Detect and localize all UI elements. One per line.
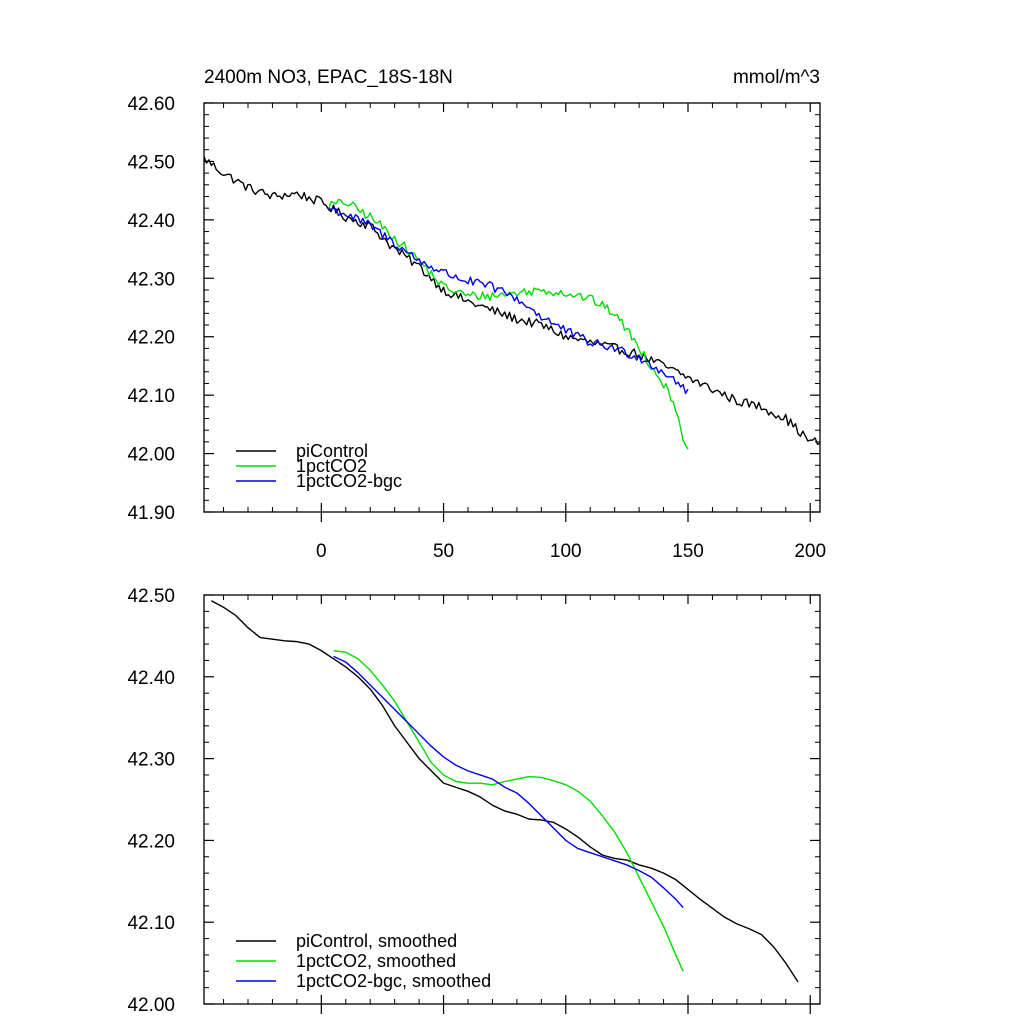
legend-label: piControl	[296, 441, 368, 461]
y-tick-label: 42.50	[127, 152, 175, 173]
x-tick-label: 100	[550, 541, 582, 562]
x-tick-label: 50	[433, 541, 454, 562]
plot-frame	[203, 594, 821, 1005]
x-tick-label: 200	[794, 541, 826, 562]
plot-frame	[203, 102, 821, 513]
legend-label: 1pctCO2-bgc	[296, 471, 402, 491]
legend-label: 1pctCO2, smoothed	[296, 951, 456, 971]
series-line-picontrol-smoothed	[210, 600, 799, 983]
chart-panel-top: 0 50 100 150 200 41.90 42.00 42.10 42.20 42.30 42.…	[127, 67, 826, 562]
y-tick-label: 42.40	[127, 668, 175, 689]
y-tick-label: 42.10	[127, 386, 175, 407]
y-tick-label: 41.90	[127, 503, 175, 524]
series-line-1pctco2-bgc-smoothed	[333, 655, 684, 908]
y-tick-label: 42.20	[127, 328, 175, 349]
y-tick-label: 42.30	[127, 750, 175, 771]
y-tick-label: 42.50	[127, 586, 175, 607]
y-tick-label: 42.60	[127, 94, 175, 115]
chart-title: 2400m NO3, EPAC_18S-18N	[204, 67, 453, 88]
y-tick-label: 42.10	[127, 913, 175, 934]
y-tick-label: 42.40	[127, 211, 175, 232]
units-label: mmol/m^3	[733, 67, 820, 88]
legend-label: piControl, smoothed	[296, 931, 457, 951]
series-line-1pctco2-bgc	[328, 207, 689, 395]
y-tick-label: 42.00	[127, 995, 175, 1016]
legend-label: 1pctCO2	[296, 456, 367, 476]
y-tick-label: 42.30	[127, 269, 175, 290]
series-line-picontrol	[204, 156, 820, 446]
y-tick-label: 42.00	[127, 445, 175, 466]
x-tick-label: 0	[316, 541, 327, 562]
series-line-1pctco2-smoothed	[333, 649, 684, 972]
x-tick-label: 150	[672, 541, 704, 562]
y-tick-label: 42.20	[127, 831, 175, 852]
chart-panel-bottom: 42.00 42.10 42.20 42.30 42.40 42.50 piControl,…	[127, 586, 821, 1016]
legend-label: 1pctCO2-bgc, smoothed	[296, 971, 491, 991]
